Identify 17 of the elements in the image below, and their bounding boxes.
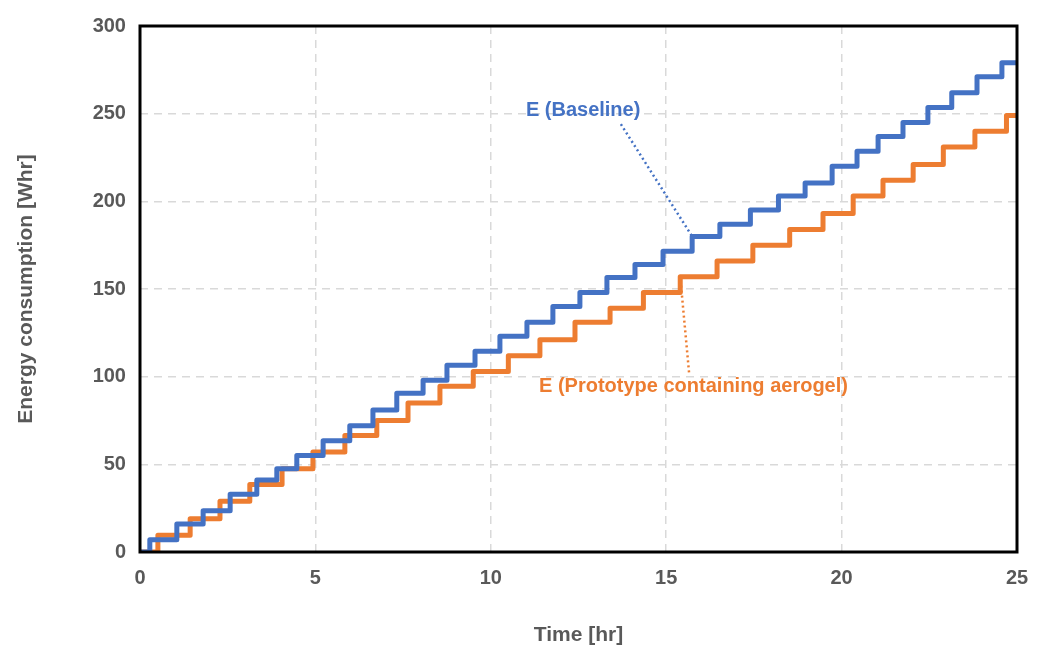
y-axis-title: Energy consumption [Whr] bbox=[13, 154, 37, 424]
y-tick-label: 100 bbox=[92, 364, 126, 387]
x-tick-label: 15 bbox=[655, 565, 678, 588]
y-tick-label: 0 bbox=[114, 539, 126, 562]
y-tick-label: 250 bbox=[92, 101, 126, 124]
x-axis-title: Time [hr] bbox=[533, 622, 624, 646]
y-tick-label: 50 bbox=[103, 451, 126, 474]
series-label: E (Prototype containing aerogel) bbox=[539, 373, 848, 396]
y-tick-label: 300 bbox=[92, 13, 126, 36]
text: E (Baseline) bbox=[525, 97, 641, 120]
x-tick-label: 20 bbox=[830, 565, 853, 588]
x-tick-label: 25 bbox=[1005, 565, 1029, 588]
y-tick-label: 200 bbox=[92, 188, 126, 211]
x-tick-label: 0 bbox=[134, 565, 146, 588]
x-tick-label: 5 bbox=[309, 565, 321, 588]
y-tick-label: 150 bbox=[92, 276, 126, 299]
x-tick-label: 10 bbox=[479, 565, 502, 588]
